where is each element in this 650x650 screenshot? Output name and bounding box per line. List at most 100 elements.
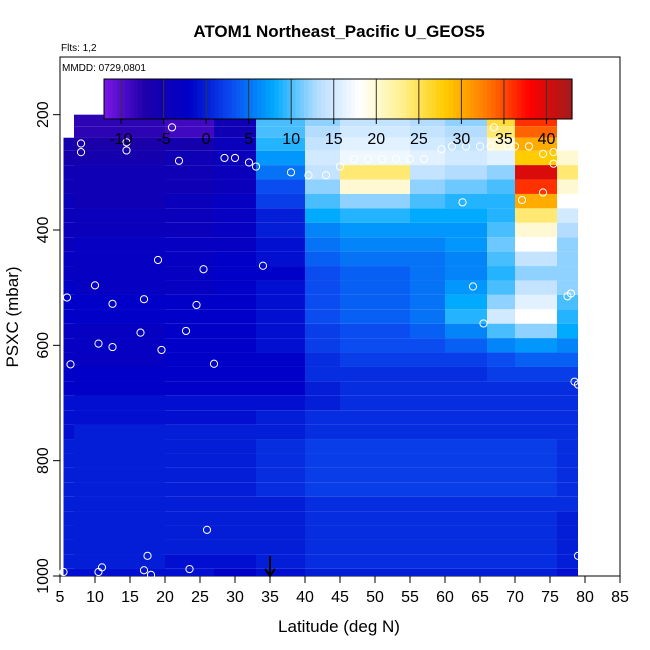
- colorbar-segment: [286, 79, 292, 119]
- heatmap-cell: [256, 424, 305, 440]
- heatmap-cell: [256, 381, 305, 396]
- colorbar-tick-label: 5: [244, 131, 253, 148]
- colorbar-segment: [303, 79, 309, 119]
- heatmap-cell: [487, 424, 515, 440]
- heatmap-cell: [74, 424, 165, 440]
- heatmap-cell: [445, 352, 487, 367]
- heatmap-cell: [557, 439, 578, 454]
- x-tick-label: 25: [191, 589, 209, 606]
- colorbar-segment: [155, 79, 160, 119]
- heatmap-cell: [515, 338, 557, 353]
- heatmap-cell: [487, 179, 515, 194]
- heatmap-cell: [410, 511, 445, 526]
- observation-point: [573, 380, 583, 389]
- x-tick-label: 45: [331, 589, 349, 606]
- heatmap-cell: [305, 338, 340, 353]
- colorbar-segment: [389, 79, 394, 119]
- heatmap-cells: [63, 114, 578, 576]
- x-tick-label: 55: [401, 589, 419, 606]
- heatmap-cell: [74, 554, 165, 569]
- heatmap-cell: [256, 222, 305, 238]
- observation-point: [62, 293, 72, 302]
- colorbar-segment: [537, 79, 543, 119]
- heatmap-cell: [165, 511, 214, 526]
- heatmap-cell: [165, 424, 214, 440]
- heatmap-cell: [445, 366, 487, 382]
- heatmap-cell: [410, 482, 445, 497]
- heatmap-cell: [445, 280, 487, 295]
- heatmap-cell: [515, 410, 557, 425]
- heatmap-cell: [487, 496, 515, 512]
- colorbar-tick-label: 25: [410, 131, 428, 148]
- heatmap-cell: [256, 511, 305, 526]
- colorbar-segment: [474, 79, 479, 119]
- observation-point: [321, 171, 331, 180]
- heatmap-cell: [214, 482, 256, 497]
- heatmap-cell: [214, 352, 256, 367]
- observation-point: [419, 154, 429, 164]
- heatmap-cell: [340, 381, 410, 396]
- colorbar-segment: [435, 79, 441, 119]
- colorbar-segment: [469, 79, 475, 119]
- heatmap-cell: [256, 467, 305, 483]
- observation-point: [510, 142, 520, 151]
- heatmap-cell: [74, 410, 165, 425]
- observation-point: [139, 566, 149, 575]
- observation-point: [461, 142, 471, 151]
- observation-point: [549, 159, 558, 168]
- heatmap-cell: [305, 439, 340, 454]
- heatmap-cell: [515, 165, 557, 180]
- colorbar-segment: [444, 79, 450, 119]
- heatmap-cell: [214, 439, 256, 454]
- heatmap-cell: [305, 222, 340, 238]
- heatmap-cell: [256, 126, 305, 138]
- colorbar-segment: [559, 79, 565, 119]
- heatmap-cell: [165, 482, 214, 497]
- heatmap-cell: [445, 525, 487, 540]
- heatmap-cell: [256, 266, 305, 281]
- heatmap-cell: [487, 193, 515, 209]
- heatmap-cell: [165, 165, 214, 180]
- x-tick-label: 70: [506, 589, 524, 606]
- heatmap-cell: [340, 294, 410, 310]
- heatmap-cell: [445, 453, 487, 468]
- heatmap-cell: [214, 208, 256, 223]
- heatmap-cell: [305, 352, 340, 367]
- colorbar-segment: [201, 79, 207, 119]
- heatmap-cell: [305, 366, 340, 382]
- observation-point: [181, 326, 191, 336]
- heatmap-cell: [256, 525, 305, 540]
- heatmap-cell: [515, 381, 557, 396]
- heatmap-cell: [515, 266, 557, 281]
- heatmap-cell: [256, 294, 305, 310]
- observation-point: [377, 154, 387, 164]
- colorbar-segment: [482, 79, 488, 119]
- colorbar-segment: [121, 79, 126, 119]
- heatmap-cell: [410, 323, 445, 339]
- heatmap-cell: [340, 309, 410, 324]
- observation-point: [524, 142, 534, 151]
- heatmap-cell: [305, 496, 340, 512]
- colorbar-segment: [172, 79, 177, 119]
- colorbar-segment: [269, 79, 275, 119]
- heatmap-cell: [165, 179, 214, 194]
- observation-point: [122, 138, 131, 147]
- colorbar-segment: [567, 79, 573, 119]
- heatmap-cell: [256, 114, 305, 127]
- colorbar-segment: [308, 79, 314, 119]
- x-tick-label: 80: [576, 589, 594, 606]
- heatmap-cell: [305, 424, 340, 440]
- heatmap-cell: [214, 395, 256, 411]
- colorbar-segment: [486, 79, 492, 119]
- heatmap-cell: [165, 126, 214, 138]
- heatmap-cell: [557, 338, 578, 353]
- colorbar-tick-label: 10: [282, 131, 300, 148]
- colorbar-segment: [235, 79, 241, 119]
- heatmap-cell: [340, 439, 410, 454]
- x-tick-label: 30: [226, 589, 244, 606]
- observation-point: [468, 282, 478, 291]
- heatmap-cell: [74, 453, 165, 468]
- colorbar-segment: [218, 79, 224, 119]
- heatmap-cell: [256, 309, 305, 324]
- heatmap-cell: [410, 309, 445, 324]
